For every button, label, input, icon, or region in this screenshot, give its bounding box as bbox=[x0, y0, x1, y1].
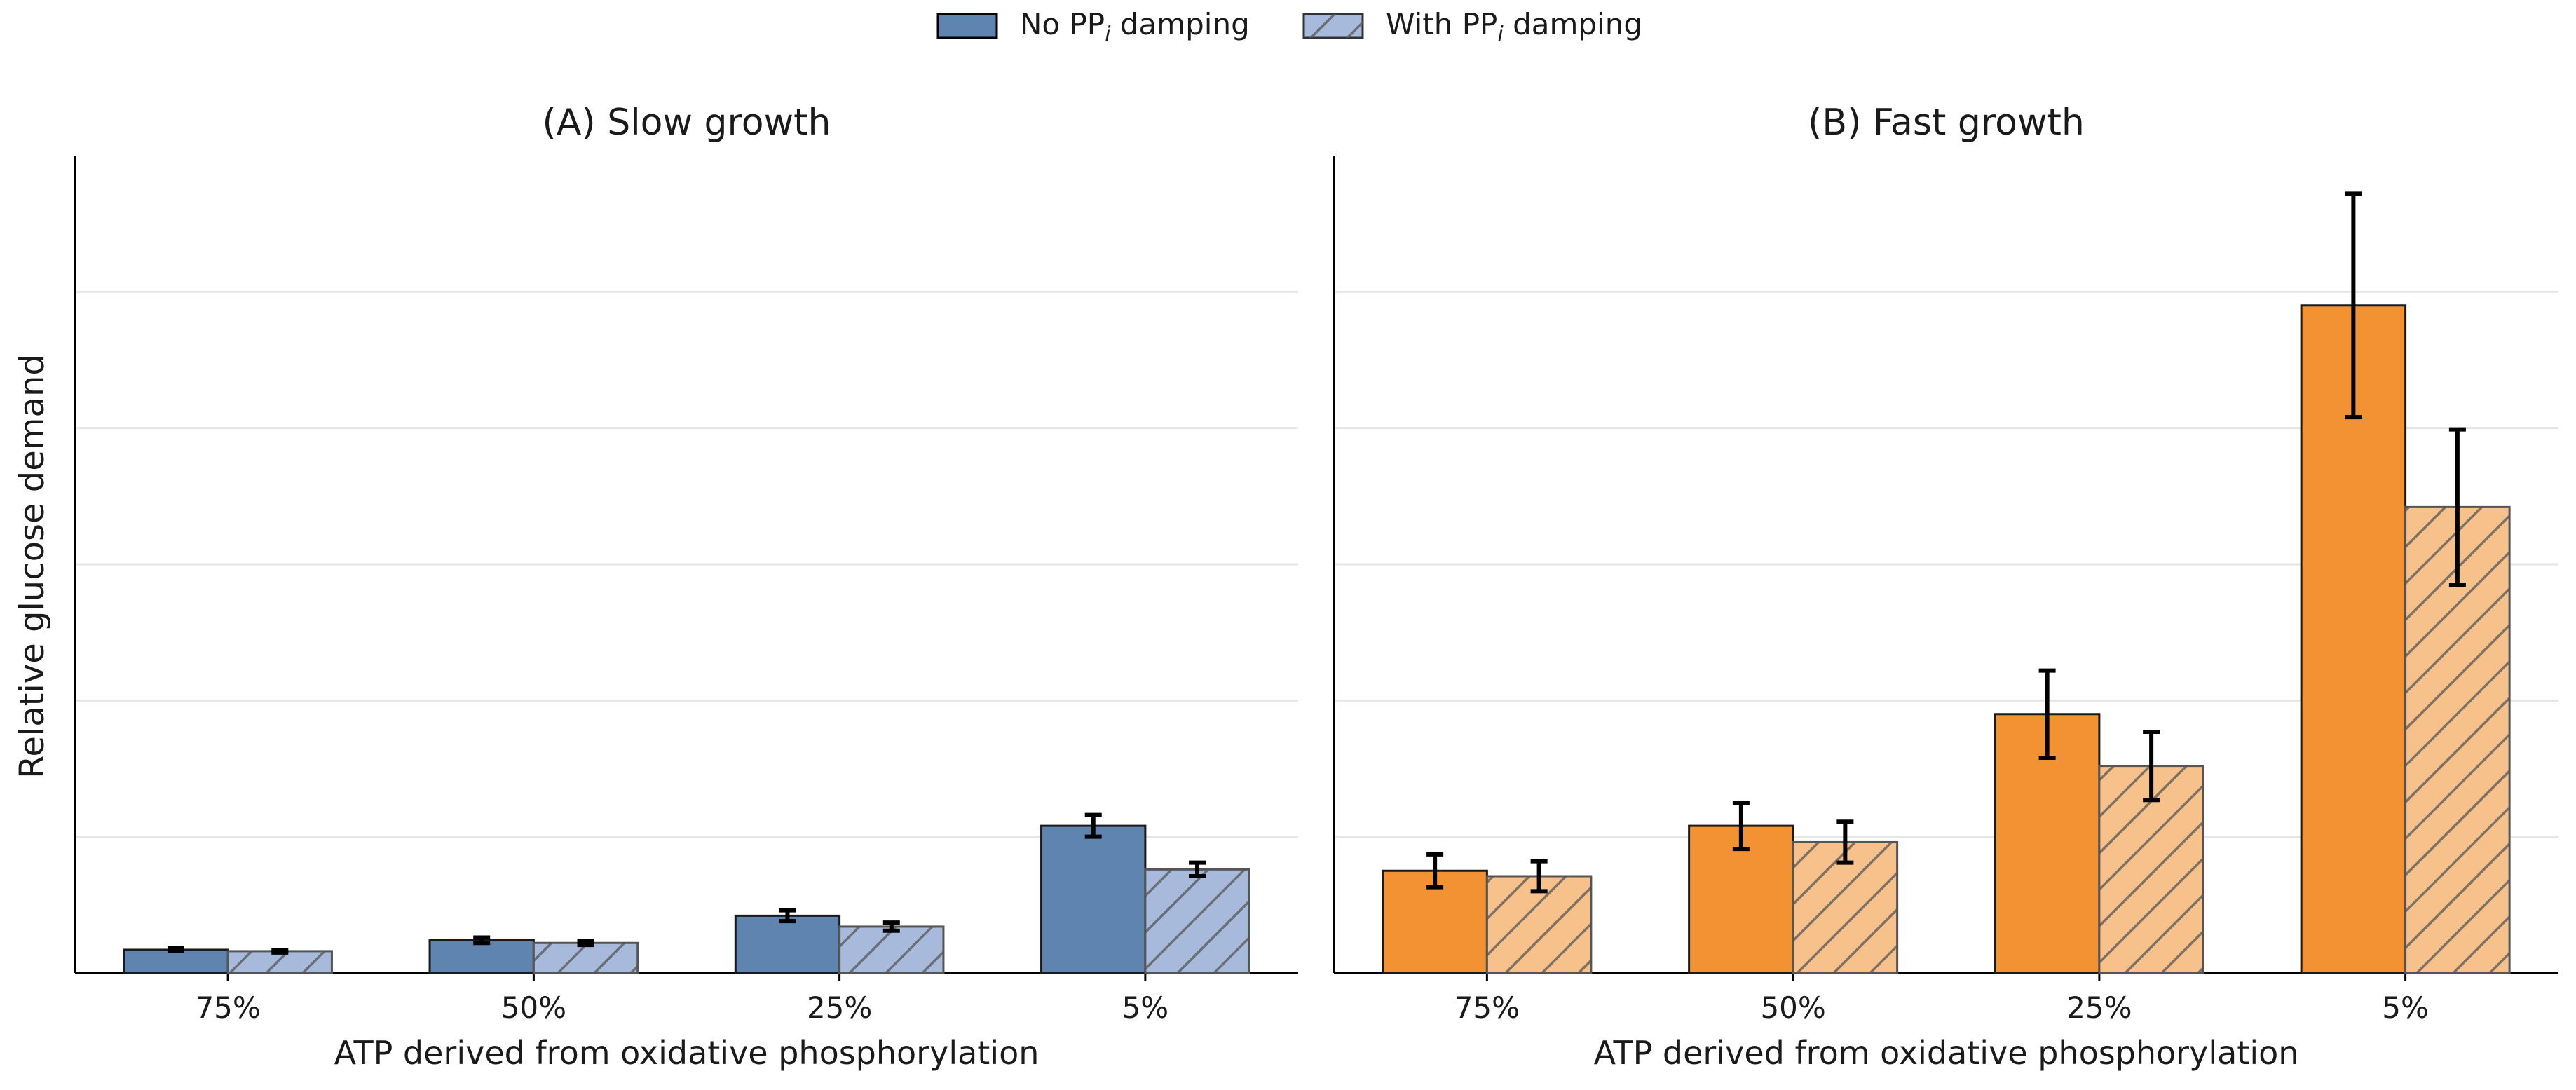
panel-fast: (B) Fast growth ATP derived from oxidativ… bbox=[1333, 102, 2558, 1072]
panel-slow: (A) Slow growth ATP derived from oxidativ… bbox=[74, 102, 1298, 1072]
legend-label-with-damping: With PPi damping bbox=[1386, 7, 1642, 47]
panel-title: (A) Slow growth bbox=[543, 102, 831, 144]
x-tick-label: 50% bbox=[501, 990, 566, 1025]
x-tick-label: 75% bbox=[195, 990, 260, 1025]
panels: (A) Slow growth ATP derived from oxidativ… bbox=[74, 102, 2558, 1072]
bar-no-damping-25pct bbox=[734, 914, 841, 974]
bar-hatch-overlay bbox=[533, 943, 638, 973]
bar-hatch-overlay bbox=[228, 951, 332, 973]
x-axis-label: ATP derived from oxidative phosphorylati… bbox=[1594, 1034, 2299, 1072]
legend: No PPi damping With PPi damping bbox=[936, 7, 1642, 47]
legend-label-no-damping: No PPi damping bbox=[1020, 7, 1250, 47]
legend-swatch-solid bbox=[936, 13, 998, 39]
bar-hatch-overlay bbox=[1145, 869, 1250, 973]
x-tick-label: 25% bbox=[807, 990, 872, 1025]
legend-item-no-damping: No PPi damping bbox=[936, 7, 1250, 47]
legend-swatch-hatch-overlay bbox=[1304, 14, 1363, 38]
x-tick-label: 25% bbox=[2066, 990, 2132, 1025]
panel-title: (B) Fast growth bbox=[1808, 102, 2085, 144]
bar-no-damping-50pct bbox=[428, 939, 535, 974]
x-tick-label: 75% bbox=[1454, 990, 1520, 1025]
bar-no-damping-75pct bbox=[123, 948, 229, 974]
x-tick-label: 5% bbox=[1122, 990, 1169, 1025]
x-tick-label: 50% bbox=[1760, 990, 1825, 1025]
x-tick-label: 5% bbox=[2382, 990, 2429, 1025]
bar-hatch-overlay bbox=[839, 926, 943, 973]
y-axis-label: Relative glucose demand bbox=[13, 354, 52, 779]
x-axis-label: ATP derived from oxidative phosphorylati… bbox=[334, 1034, 1040, 1072]
legend-item-with-damping: With PPi damping bbox=[1302, 7, 1642, 47]
bar-no-damping-5pct bbox=[1040, 824, 1147, 974]
